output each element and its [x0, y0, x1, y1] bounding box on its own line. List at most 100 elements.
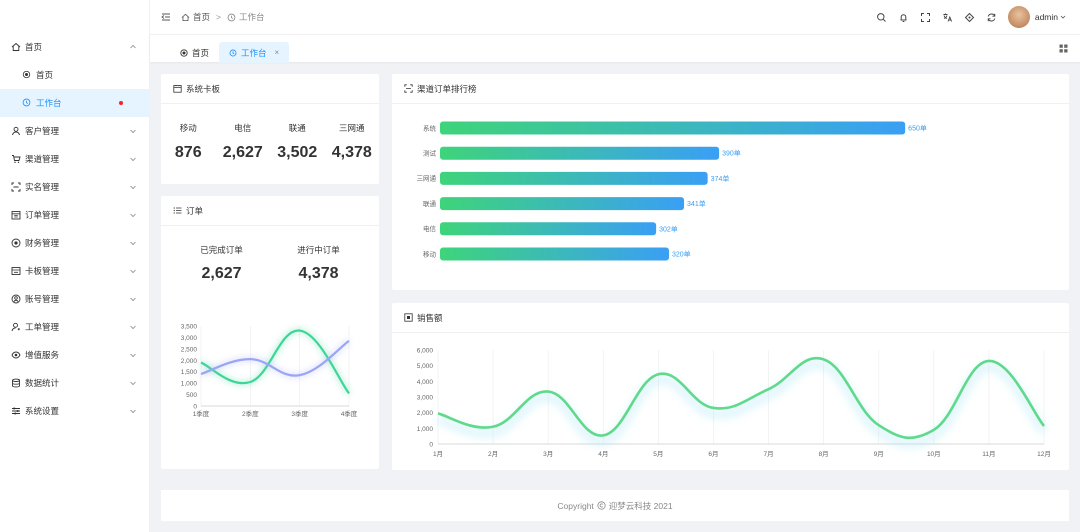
- stat-label: 三网通: [338, 123, 365, 133]
- series-glow: [436, 359, 1049, 449]
- sidebar-item-4[interactable]: 订单管理: [0, 201, 149, 229]
- sidebar-item-label: 增值服务: [25, 350, 60, 360]
- sidebar-item-label: 客户管理: [25, 126, 60, 136]
- bar-value-label: 302单: [659, 224, 678, 233]
- clock-icon: [22, 98, 31, 107]
- sidebar: 首页 首页 工作台 客户管理 渠道管理 实名管理 订单管理 财务管理 卡板管理 账号管理 工单管理增…: [0, 0, 150, 532]
- sidebar-subitem-label: 首页: [36, 70, 54, 80]
- card-kanban-title: 系统卡板: [186, 83, 221, 94]
- stat-value: 2,627: [222, 144, 263, 161]
- sidebar-subitem-0-1[interactable]: 工作台: [0, 89, 149, 117]
- x-tick-label: 2季度: [242, 409, 259, 418]
- x-tick-label: 3季度: [291, 409, 308, 418]
- home-icon: [11, 42, 21, 51]
- sidebar-subitem-0-0[interactable]: 首页: [0, 61, 149, 89]
- home-icon: [181, 13, 190, 21]
- x-tick-label: 4月: [598, 450, 608, 458]
- stat-value: 3,502: [277, 144, 318, 161]
- chevron-down-icon: [130, 297, 136, 302]
- x-tick-label: 2月: [488, 450, 498, 458]
- fullscreen-icon[interactable]: [920, 12, 931, 23]
- series-line-1: [200, 339, 350, 377]
- sidebar-item-9[interactable]: 增值服务: [0, 341, 149, 369]
- breadcrumb: 首页 > 工作台: [181, 11, 265, 23]
- translate-icon[interactable]: [942, 12, 953, 23]
- bar-value-label: 650单: [908, 124, 927, 133]
- y-tick-label: 1,500: [181, 369, 198, 376]
- bar-value-label: 341单: [687, 199, 706, 208]
- header-actions: admin: [876, 0, 1066, 34]
- sidebar-item-0[interactable]: 首页: [0, 33, 149, 61]
- dot-circle-icon: [180, 48, 188, 57]
- y-tick-label: 3,500: [181, 324, 198, 331]
- sidebar-item-2[interactable]: 渠道管理: [0, 145, 149, 173]
- finance-icon: [11, 238, 21, 248]
- grid-icon[interactable]: [1059, 44, 1068, 53]
- sidebar-item-7[interactable]: 账号管理: [0, 285, 149, 313]
- refresh-icon[interactable]: [986, 12, 997, 23]
- card-sales-header: 销售额: [392, 303, 1069, 333]
- breadcrumb-home-label: 首页: [193, 12, 211, 22]
- category-label: 移动: [423, 249, 437, 258]
- bell-icon[interactable]: [898, 12, 909, 23]
- footer-company: 迎梦云科技 2021: [608, 500, 673, 511]
- skin-icon[interactable]: [964, 12, 975, 23]
- sidebar-item-11[interactable]: 系统设置: [0, 397, 149, 425]
- tab-workbench[interactable]: 工作台 ×: [219, 42, 290, 63]
- x-tick-label: 12月: [1037, 450, 1051, 458]
- chevron-down-icon: [1060, 15, 1066, 19]
- menu-icon-wrap: [11, 350, 21, 360]
- stat-label: 联通: [288, 123, 306, 133]
- scan-icon: [11, 182, 21, 192]
- x-tick-label: 6月: [708, 450, 718, 458]
- orders-stat: 已完成订单 2,627: [173, 244, 270, 283]
- footer: Copyright 迎梦云科技 2021: [161, 490, 1069, 521]
- sidebar-item-10[interactable]: 数据统计: [0, 369, 149, 397]
- sidebar-item-5[interactable]: 财务管理: [0, 229, 149, 257]
- stat-value: 876: [174, 144, 202, 161]
- sidebar-item-3[interactable]: 实名管理: [0, 173, 149, 201]
- bar: [440, 146, 720, 160]
- sidebar-item-6[interactable]: 卡板管理: [0, 257, 149, 285]
- chevron-up-icon: [130, 44, 136, 49]
- tab-home-label: 首页: [192, 47, 210, 58]
- chevron-down-icon: [130, 213, 136, 218]
- tab-home[interactable]: 首页: [170, 42, 219, 63]
- sidebar-item-label: 工单管理: [25, 322, 60, 332]
- breadcrumb-home[interactable]: 首页: [181, 11, 210, 23]
- chevron-down-icon: [130, 129, 136, 134]
- tabs-bar: 首页 工作台 ×: [150, 34, 1080, 63]
- menu-icon-wrap: [22, 70, 32, 80]
- stat-label: 电信: [234, 123, 252, 133]
- scan-icon: [404, 84, 413, 93]
- menu-icon-wrap: [11, 154, 21, 164]
- tab-close-icon[interactable]: ×: [274, 48, 280, 57]
- kanban-stat: 三网通 4,378: [325, 122, 380, 162]
- menu-icon-wrap: [11, 238, 21, 248]
- user-menu[interactable]: admin: [1035, 12, 1066, 22]
- header: 首页 > 工作台 admin: [150, 0, 1080, 34]
- category-label: 联通: [423, 199, 437, 208]
- search-icon[interactable]: [876, 12, 887, 23]
- y-tick-label: 2,000: [181, 358, 198, 365]
- y-tick-label: 5,000: [417, 363, 434, 370]
- sidebar-menu: 首页 首页 工作台 客户管理 渠道管理 实名管理 订单管理 财务管理 卡板管理 账号管理 工单管理增…: [0, 33, 149, 425]
- sidebar-item-label: 实名管理: [25, 182, 60, 192]
- bar: [440, 197, 685, 211]
- y-tick-label: 2,000: [417, 410, 434, 417]
- sidebar-item-label: 财务管理: [25, 238, 60, 248]
- sidebar-item-1[interactable]: 客户管理: [0, 117, 149, 145]
- sidebar-item-label: 系统设置: [25, 406, 60, 416]
- card-kanban-header: 系统卡板: [161, 74, 379, 104]
- chevron-down-icon: [130, 185, 136, 190]
- category-label: 三网通: [417, 174, 437, 183]
- avatar[interactable]: [1007, 6, 1030, 28]
- sidebar-item-8[interactable]: 工单管理: [0, 313, 149, 341]
- fold-menu-icon[interactable]: [161, 12, 171, 22]
- y-tick-label: 1,000: [181, 381, 198, 388]
- chevron-down-icon: [130, 325, 136, 330]
- y-tick-label: 4,000: [417, 379, 434, 386]
- stat-label: 已完成订单: [200, 245, 243, 255]
- bar: [440, 171, 708, 185]
